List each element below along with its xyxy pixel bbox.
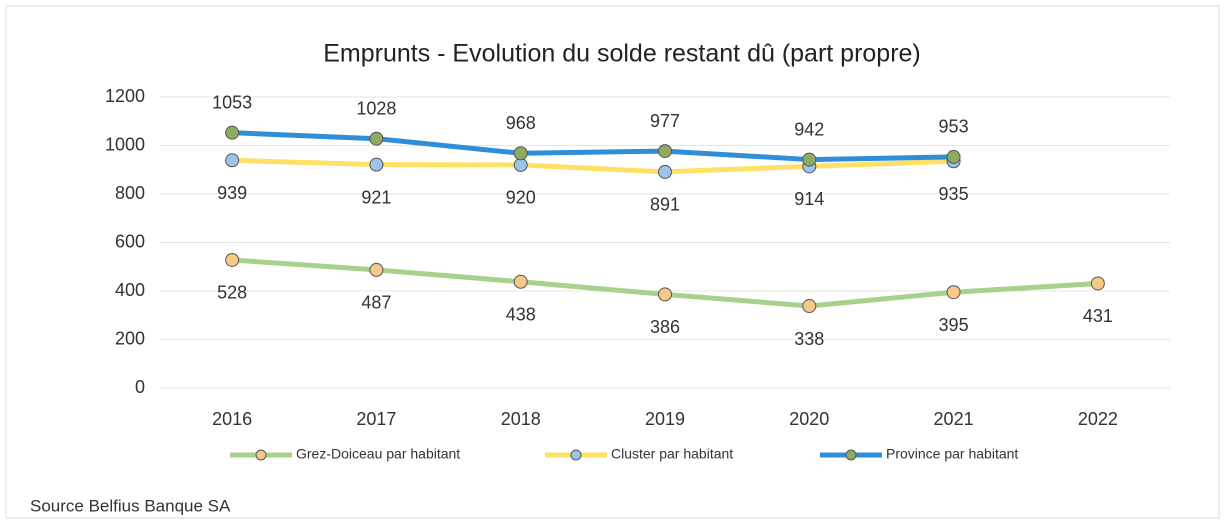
data-label: 920 bbox=[506, 188, 536, 208]
y-tick-label: 400 bbox=[115, 280, 145, 300]
data-label: 395 bbox=[939, 315, 969, 335]
point bbox=[225, 125, 240, 140]
point bbox=[658, 164, 672, 179]
point bbox=[513, 146, 528, 161]
frame bbox=[5, 5, 1220, 519]
data-label: 891 bbox=[650, 195, 680, 215]
data-label: 935 bbox=[939, 184, 969, 204]
point bbox=[658, 144, 672, 159]
x-tick-label: 2022 bbox=[1078, 409, 1118, 429]
x-tick-label: 2021 bbox=[934, 409, 974, 429]
data-label: 338 bbox=[794, 329, 824, 349]
legend-label: Cluster par habitant bbox=[611, 446, 733, 462]
point bbox=[802, 152, 817, 167]
legend-label: Grez-Doiceau par habitant bbox=[296, 446, 460, 462]
point bbox=[946, 285, 961, 300]
point bbox=[946, 149, 961, 164]
data-label: 953 bbox=[939, 117, 969, 137]
point bbox=[513, 157, 528, 172]
data-label: 1053 bbox=[212, 92, 252, 112]
data-label: 528 bbox=[217, 283, 247, 303]
series-line bbox=[232, 130, 954, 163]
y-tick-label: 200 bbox=[115, 328, 145, 348]
y-tick-label: 1200 bbox=[105, 86, 145, 106]
y-tick-label: 1000 bbox=[105, 134, 145, 154]
data-label: 968 bbox=[506, 113, 536, 133]
x-tick-label: 2020 bbox=[789, 409, 829, 429]
point bbox=[225, 153, 240, 168]
legend-marker bbox=[570, 449, 582, 461]
point bbox=[369, 262, 384, 277]
source: Source Belfius Banque SA bbox=[30, 496, 231, 515]
data-label: 921 bbox=[361, 187, 391, 207]
y-tick-label: 600 bbox=[115, 231, 145, 251]
data-label: 914 bbox=[794, 189, 824, 209]
point bbox=[802, 299, 817, 314]
data-label: 386 bbox=[650, 317, 680, 337]
point bbox=[369, 131, 384, 146]
point bbox=[658, 287, 672, 302]
point bbox=[513, 274, 528, 289]
y-tick-label: 0 bbox=[135, 377, 145, 397]
x-tick-label: 2019 bbox=[645, 409, 685, 429]
legend-marker bbox=[255, 449, 267, 461]
data-label: 1028 bbox=[356, 98, 396, 118]
data-label: 977 bbox=[650, 111, 680, 131]
x-tick-label: 2016 bbox=[212, 409, 252, 429]
x-tick-label: 2018 bbox=[501, 409, 541, 429]
point bbox=[1090, 276, 1105, 291]
point bbox=[225, 252, 240, 267]
y-tick-label: 800 bbox=[115, 183, 145, 203]
data-label: 431 bbox=[1083, 306, 1113, 326]
data-label: 438 bbox=[506, 305, 536, 325]
legend-label: Province par habitant bbox=[886, 446, 1018, 462]
data-label: 939 bbox=[217, 183, 247, 203]
legend-marker bbox=[845, 449, 857, 461]
data-label: 942 bbox=[794, 119, 824, 139]
data-label: 487 bbox=[361, 293, 391, 313]
series-line bbox=[232, 157, 954, 175]
x-tick-label: 2017 bbox=[356, 409, 396, 429]
chart-title: Emprunts - Evolution du solde restant dû… bbox=[323, 40, 921, 68]
point bbox=[369, 157, 384, 172]
